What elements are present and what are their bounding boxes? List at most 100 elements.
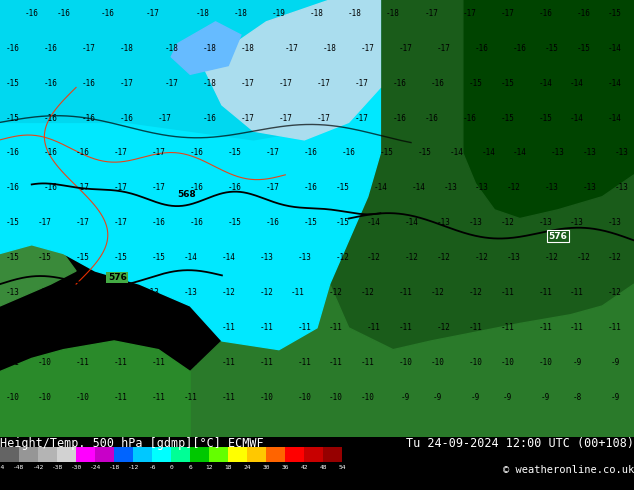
Text: -17: -17	[354, 78, 368, 88]
Text: -14: -14	[411, 183, 425, 193]
Text: -15: -15	[6, 78, 20, 88]
Text: -13: -13	[259, 253, 273, 262]
Text: -11: -11	[183, 358, 197, 368]
Text: -16: -16	[25, 9, 39, 18]
Text: -17: -17	[37, 219, 51, 227]
Text: -12: -12	[437, 253, 451, 262]
Bar	[171, 446, 190, 463]
Text: -17: -17	[158, 114, 172, 122]
Text: -13: -13	[469, 219, 482, 227]
Text: -17: -17	[145, 9, 159, 18]
Text: -11: -11	[113, 358, 127, 368]
Text: -13: -13	[614, 148, 628, 157]
Bar	[38, 446, 57, 463]
Text: -16: -16	[190, 219, 204, 227]
Bar	[228, 446, 247, 463]
Text: -13: -13	[583, 148, 597, 157]
Text: -17: -17	[361, 44, 375, 52]
Text: -11: -11	[75, 358, 89, 368]
Text: -15: -15	[418, 148, 432, 157]
Text: -15: -15	[335, 219, 349, 227]
Text: -15: -15	[538, 114, 552, 122]
Text: -10: -10	[361, 393, 375, 402]
Text: -14: -14	[608, 78, 622, 88]
Text: -10: -10	[297, 393, 311, 402]
Text: -17: -17	[437, 44, 451, 52]
Text: 576: 576	[548, 231, 567, 241]
Text: -18: -18	[234, 9, 248, 18]
Text: -10: -10	[37, 393, 51, 402]
Text: -14: -14	[570, 78, 584, 88]
Text: -15: -15	[608, 9, 622, 18]
Text: -18: -18	[108, 465, 120, 469]
Text: -12: -12	[259, 288, 273, 297]
Text: -11: -11	[221, 358, 235, 368]
Text: -16: -16	[342, 148, 356, 157]
Text: -11: -11	[538, 288, 552, 297]
Text: -16: -16	[576, 9, 590, 18]
Text: -11: -11	[75, 323, 89, 332]
Text: -14: -14	[570, 114, 584, 122]
Polygon shape	[463, 0, 634, 219]
Text: -17: -17	[113, 219, 127, 227]
Bar	[209, 446, 228, 463]
Text: -11: -11	[469, 323, 482, 332]
Text: -12: -12	[367, 253, 381, 262]
Text: -10: -10	[329, 393, 343, 402]
Text: 30: 30	[262, 465, 270, 469]
Text: -11: -11	[259, 358, 273, 368]
Text: -15: -15	[6, 219, 20, 227]
Text: -17: -17	[82, 44, 96, 52]
Text: -13: -13	[545, 183, 559, 193]
Text: -15: -15	[228, 219, 242, 227]
Text: -12: -12	[608, 253, 622, 262]
Text: -11: -11	[297, 323, 311, 332]
Text: -17: -17	[316, 78, 330, 88]
Text: -14: -14	[367, 219, 381, 227]
Text: -14: -14	[450, 148, 463, 157]
Text: -11: -11	[570, 323, 584, 332]
Text: -11: -11	[399, 323, 413, 332]
Text: -13: -13	[113, 288, 127, 297]
Text: -17: -17	[240, 78, 254, 88]
Text: -18: -18	[164, 44, 178, 52]
Text: -13: -13	[145, 288, 159, 297]
Text: -17: -17	[500, 9, 514, 18]
Bar	[133, 446, 152, 463]
Text: -15: -15	[75, 253, 89, 262]
Text: -11: -11	[6, 323, 20, 332]
Text: -10: -10	[430, 358, 444, 368]
Text: -9: -9	[401, 393, 410, 402]
Text: -13: -13	[6, 288, 20, 297]
Text: -16: -16	[462, 114, 476, 122]
Text: -16: -16	[475, 44, 489, 52]
Text: -11: -11	[259, 323, 273, 332]
Text: -17: -17	[240, 114, 254, 122]
Text: -17: -17	[278, 78, 292, 88]
Text: -16: -16	[392, 78, 406, 88]
Text: -16: -16	[266, 219, 280, 227]
Text: -12: -12	[127, 465, 139, 469]
Text: -16: -16	[424, 114, 438, 122]
Text: -13: -13	[297, 253, 311, 262]
Text: -16: -16	[228, 183, 242, 193]
Text: -9: -9	[471, 393, 480, 402]
Text: -16: -16	[190, 183, 204, 193]
Text: -13: -13	[583, 183, 597, 193]
Text: -6: -6	[148, 465, 156, 469]
Text: 6: 6	[188, 465, 192, 469]
Text: -16: -16	[6, 44, 20, 52]
Text: -9: -9	[541, 393, 550, 402]
Text: -17: -17	[113, 183, 127, 193]
Text: -14: -14	[75, 288, 89, 297]
Text: 42: 42	[301, 465, 308, 469]
Polygon shape	[330, 0, 634, 350]
Text: -14: -14	[481, 148, 495, 157]
Text: -12: -12	[475, 253, 489, 262]
Text: -16: -16	[101, 9, 115, 18]
Text: -11: -11	[113, 323, 127, 332]
Text: -14: -14	[608, 114, 622, 122]
Text: -15: -15	[152, 253, 165, 262]
Text: -11: -11	[113, 393, 127, 402]
Text: -11: -11	[608, 323, 622, 332]
